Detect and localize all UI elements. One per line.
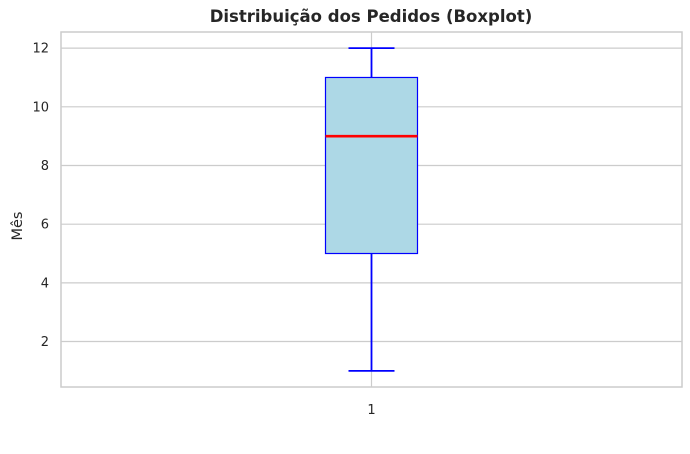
y-tick-label-1: 4 [41,276,49,291]
y-tick-label-4: 10 [32,100,49,115]
box-iqr [324,76,419,255]
y-tick-label-2: 6 [41,218,49,233]
y-axis-label: Mês [10,212,26,241]
y-tick-label-0: 2 [41,335,49,350]
x-tick-label-0: 1 [367,403,375,418]
tick-labels: 2 4 6 8 10 12 1 [32,42,375,418]
plot-area [324,47,419,372]
y-tick-label-3: 8 [41,159,49,174]
chart-title: Distribuição dos Pedidos (Boxplot) [210,7,533,26]
y-tick-label-5: 12 [32,42,49,57]
plot-frame [60,31,683,388]
